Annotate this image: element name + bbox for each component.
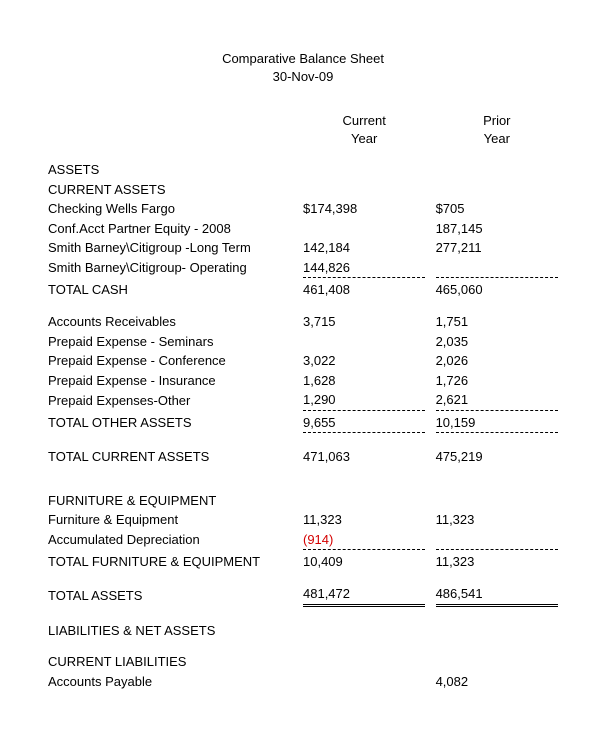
row-prior: 11,323	[436, 510, 558, 530]
row-current: 461,408	[303, 280, 425, 300]
row-total-fe: TOTAL FURNITURE & EQUIPMENT 10,409 11,32…	[48, 552, 558, 572]
row-pp-oth: Prepaid Expenses-Other 1,290 2,621	[48, 390, 558, 410]
row-current: 3,022	[303, 351, 425, 371]
row-label: Prepaid Expenses-Other	[48, 390, 303, 410]
sheet-date: 30-Nov-09	[48, 68, 558, 86]
row-pp-sem: Prepaid Expense - Seminars 2,035	[48, 332, 558, 352]
row-current: 142,184	[303, 238, 425, 258]
row-label: Prepaid Expense - Insurance	[48, 371, 303, 391]
row-label: Prepaid Expense - Conference	[48, 351, 303, 371]
row-pp-ins: Prepaid Expense - Insurance 1,628 1,726	[48, 371, 558, 391]
row-label: TOTAL CASH	[48, 280, 303, 300]
section-curr-liab: CURRENT LIABILITIES	[48, 652, 558, 672]
row-prior: 2,026	[436, 351, 558, 371]
row-sb-long: Smith Barney\Citigroup -Long Term 142,18…	[48, 238, 558, 258]
row-prior: 277,211	[436, 238, 558, 258]
row-pp-conf: Prepaid Expense - Conference 3,022 2,026	[48, 351, 558, 371]
section-label: LIABILITIES & NET ASSETS	[48, 621, 303, 641]
row-prior: 11,323	[436, 552, 558, 572]
row-accdep: Accumulated Depreciation (914)	[48, 530, 558, 550]
row-total-other: TOTAL OTHER ASSETS 9,655 10,159	[48, 413, 558, 433]
row-label: TOTAL CURRENT ASSETS	[48, 447, 303, 467]
row-current: 481,472	[303, 584, 425, 605]
row-label: TOTAL FURNITURE & EQUIPMENT	[48, 552, 303, 572]
row-ap: Accounts Payable 4,082	[48, 672, 558, 692]
row-prior	[436, 530, 558, 550]
row-current: 1,290	[303, 390, 425, 410]
balance-table: CurrentYear PriorYear ASSETS CURRENT ASS…	[48, 111, 558, 691]
column-headers: CurrentYear PriorYear	[48, 111, 558, 148]
row-label: Furniture & Equipment	[48, 510, 303, 530]
section-label: CURRENT LIABILITIES	[48, 652, 303, 672]
header-prior: PriorYear	[436, 111, 558, 148]
row-current: (914)	[303, 530, 425, 550]
row-checking: Checking Wells Fargo $174,398 $705	[48, 199, 558, 219]
section-assets: ASSETS	[48, 160, 558, 180]
row-current: 471,063	[303, 447, 425, 467]
row-prior: 475,219	[436, 447, 558, 467]
row-fe: Furniture & Equipment 11,323 11,323	[48, 510, 558, 530]
row-label: Conf.Acct Partner Equity - 2008	[48, 219, 303, 239]
row-label: Smith Barney\Citigroup- Operating	[48, 258, 303, 278]
row-prior: $705	[436, 199, 558, 219]
sheet-header: Comparative Balance Sheet 30-Nov-09	[48, 50, 558, 85]
row-current	[303, 332, 425, 352]
header-current: CurrentYear	[303, 111, 425, 148]
row-prior: 1,726	[436, 371, 558, 391]
row-current: $174,398	[303, 199, 425, 219]
row-current: 1,628	[303, 371, 425, 391]
row-current: 10,409	[303, 552, 425, 572]
row-label: Accounts Receivables	[48, 312, 303, 332]
row-current: 144,826	[303, 258, 425, 278]
row-prior: 10,159	[436, 413, 558, 433]
section-current-assets: CURRENT ASSETS	[48, 180, 558, 200]
row-ar: Accounts Receivables 3,715 1,751	[48, 312, 558, 332]
row-label: Accounts Payable	[48, 672, 303, 692]
row-prior: 486,541	[436, 584, 558, 605]
row-total-assets: TOTAL ASSETS 481,472 486,541	[48, 584, 558, 605]
row-label: Accumulated Depreciation	[48, 530, 303, 550]
row-prior	[436, 258, 558, 278]
row-prior: 187,145	[436, 219, 558, 239]
row-current	[303, 219, 425, 239]
section-liab-net: LIABILITIES & NET ASSETS	[48, 621, 558, 641]
row-prior: 2,621	[436, 390, 558, 410]
section-furn-equip: FURNITURE & EQUIPMENT	[48, 491, 558, 511]
row-conf-acct: Conf.Acct Partner Equity - 2008 187,145	[48, 219, 558, 239]
row-sb-oper: Smith Barney\Citigroup- Operating 144,82…	[48, 258, 558, 278]
row-current	[303, 672, 425, 692]
row-label: Checking Wells Fargo	[48, 199, 303, 219]
row-prior: 4,082	[436, 672, 558, 692]
row-total-cash: TOTAL CASH 461,408 465,060	[48, 280, 558, 300]
row-label: Smith Barney\Citigroup -Long Term	[48, 238, 303, 258]
row-current: 11,323	[303, 510, 425, 530]
row-current: 3,715	[303, 312, 425, 332]
row-prior: 2,035	[436, 332, 558, 352]
section-label: ASSETS	[48, 160, 303, 180]
row-label: Prepaid Expense - Seminars	[48, 332, 303, 352]
section-label: CURRENT ASSETS	[48, 180, 303, 200]
row-prior: 465,060	[436, 280, 558, 300]
row-current: 9,655	[303, 413, 425, 433]
row-total-current-assets: TOTAL CURRENT ASSETS 471,063 475,219	[48, 447, 558, 467]
balance-sheet: Comparative Balance Sheet 30-Nov-09 Curr…	[0, 0, 600, 691]
row-prior: 1,751	[436, 312, 558, 332]
row-label: TOTAL ASSETS	[48, 584, 303, 605]
row-label: TOTAL OTHER ASSETS	[48, 413, 303, 433]
sheet-title: Comparative Balance Sheet	[48, 50, 558, 68]
section-label: FURNITURE & EQUIPMENT	[48, 491, 303, 511]
